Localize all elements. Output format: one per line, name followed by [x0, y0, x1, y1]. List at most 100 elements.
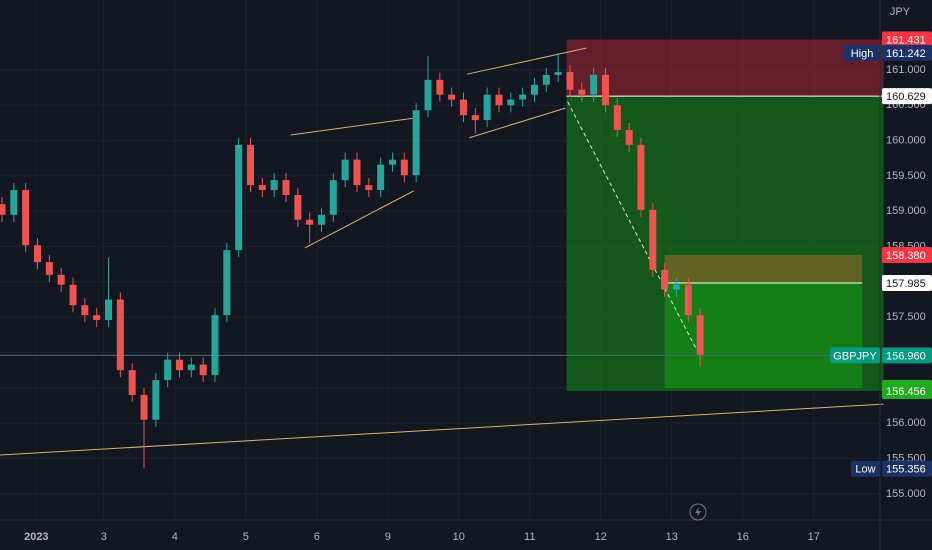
- icon-ring: [689, 503, 707, 521]
- candle-body: [140, 394, 148, 420]
- candle-body: [34, 245, 42, 263]
- x-tick-label: 13: [666, 531, 678, 543]
- candle-body: [436, 79, 444, 95]
- candle-body: [590, 74, 598, 95]
- candle-body: [554, 72, 562, 75]
- candle-body: [57, 274, 65, 285]
- candle-body: [235, 144, 243, 251]
- candle-body: [353, 159, 361, 186]
- candle-body: [69, 284, 77, 306]
- candle-body: [282, 180, 290, 195]
- candle-body: [412, 110, 420, 176]
- candle-body: [93, 315, 101, 321]
- candle-body: [365, 185, 373, 191]
- candle-body: [613, 105, 621, 130]
- candle-body: [696, 315, 704, 355]
- candle-body: [388, 159, 396, 165]
- target-zone: [664, 282, 863, 388]
- trendline: [469, 107, 566, 139]
- candle-body: [199, 364, 207, 376]
- candle-body: [116, 299, 124, 371]
- candle-body: [45, 262, 53, 275]
- x-tick-label: 6: [314, 531, 320, 543]
- projection-line: [567, 101, 699, 353]
- x-tick-label: 12: [595, 531, 607, 543]
- trendlines: [0, 47, 884, 456]
- x-tick-label: 9: [385, 531, 391, 543]
- name-badge-label: Low: [855, 464, 875, 476]
- candle-body: [105, 299, 113, 321]
- candle-body: [306, 219, 314, 225]
- candle-body: [578, 89, 586, 95]
- candle-body: [329, 180, 337, 215]
- y-tick-label: 157.500: [886, 311, 926, 323]
- price-badge: [882, 460, 932, 477]
- price-badge-label: 156.456: [886, 386, 926, 398]
- y-tick-label: 155.000: [886, 488, 926, 500]
- candle-body: [649, 209, 657, 270]
- candle-body: [294, 195, 302, 220]
- name-badge-label: High: [851, 48, 874, 60]
- price-badge-label: 156.960: [886, 350, 926, 362]
- candle-body: [684, 284, 692, 316]
- price-badge: [882, 347, 932, 364]
- y-tick-label: 159.000: [886, 205, 926, 217]
- x-tick-label: 11: [524, 531, 535, 543]
- x-tick-label: 10: [453, 531, 465, 543]
- trendline: [304, 190, 415, 249]
- candle-body: [10, 190, 18, 215]
- candle-body: [317, 214, 325, 225]
- candle-body: [152, 380, 160, 420]
- position-zones: [566, 39, 884, 391]
- trendline: [290, 117, 416, 136]
- x-tick-label: 2023: [24, 531, 48, 543]
- x-tick-label: 16: [737, 531, 749, 543]
- name-badge: [851, 460, 880, 477]
- candle-body: [223, 250, 231, 316]
- price-badge: [882, 247, 932, 264]
- candle-body: [495, 94, 503, 106]
- x-tick-label: 5: [243, 531, 249, 543]
- candle-body: [424, 79, 432, 111]
- replay-icon[interactable]: [689, 503, 707, 521]
- candle-body: [81, 305, 89, 316]
- y-tick-label: 156.000: [886, 417, 926, 429]
- trendline: [466, 47, 587, 75]
- price-badge: [882, 88, 932, 105]
- price-badge: [882, 44, 932, 61]
- x-tick-label: 4: [172, 531, 178, 543]
- y-tick-label: 161.000: [886, 64, 926, 76]
- candle-body: [625, 130, 633, 145]
- name-badge: [844, 44, 880, 61]
- trendline: [0, 403, 884, 456]
- candle-body: [22, 190, 30, 246]
- candle-body: [448, 94, 456, 100]
- stop-zone: [566, 39, 884, 97]
- candle-body: [519, 94, 527, 100]
- price-badge-label: 161.431: [886, 34, 926, 46]
- candle-body: [0, 204, 6, 215]
- candle-body: [164, 359, 172, 381]
- price-badge-label: 157.985: [886, 278, 926, 290]
- candle-body: [377, 164, 385, 191]
- x-tick-label: 17: [808, 531, 820, 543]
- price-badge-label: 158.380: [886, 250, 926, 262]
- price-badge-label: 155.356: [886, 464, 926, 476]
- candle-body: [176, 359, 184, 371]
- price-badge-label: 161.242: [886, 48, 926, 60]
- candle-body: [246, 144, 254, 186]
- currency-label: JPY: [890, 6, 911, 18]
- candle-body: [672, 284, 680, 290]
- candle-body: [661, 269, 669, 290]
- candle-body: [258, 185, 266, 191]
- candle-body: [507, 99, 515, 106]
- candle-body: [530, 84, 538, 95]
- candle-body: [637, 144, 645, 210]
- candle-body: [341, 159, 349, 181]
- candle-body: [471, 115, 479, 121]
- candle-body: [187, 364, 195, 371]
- stop-zone: [664, 255, 863, 283]
- candle-body: [483, 94, 491, 121]
